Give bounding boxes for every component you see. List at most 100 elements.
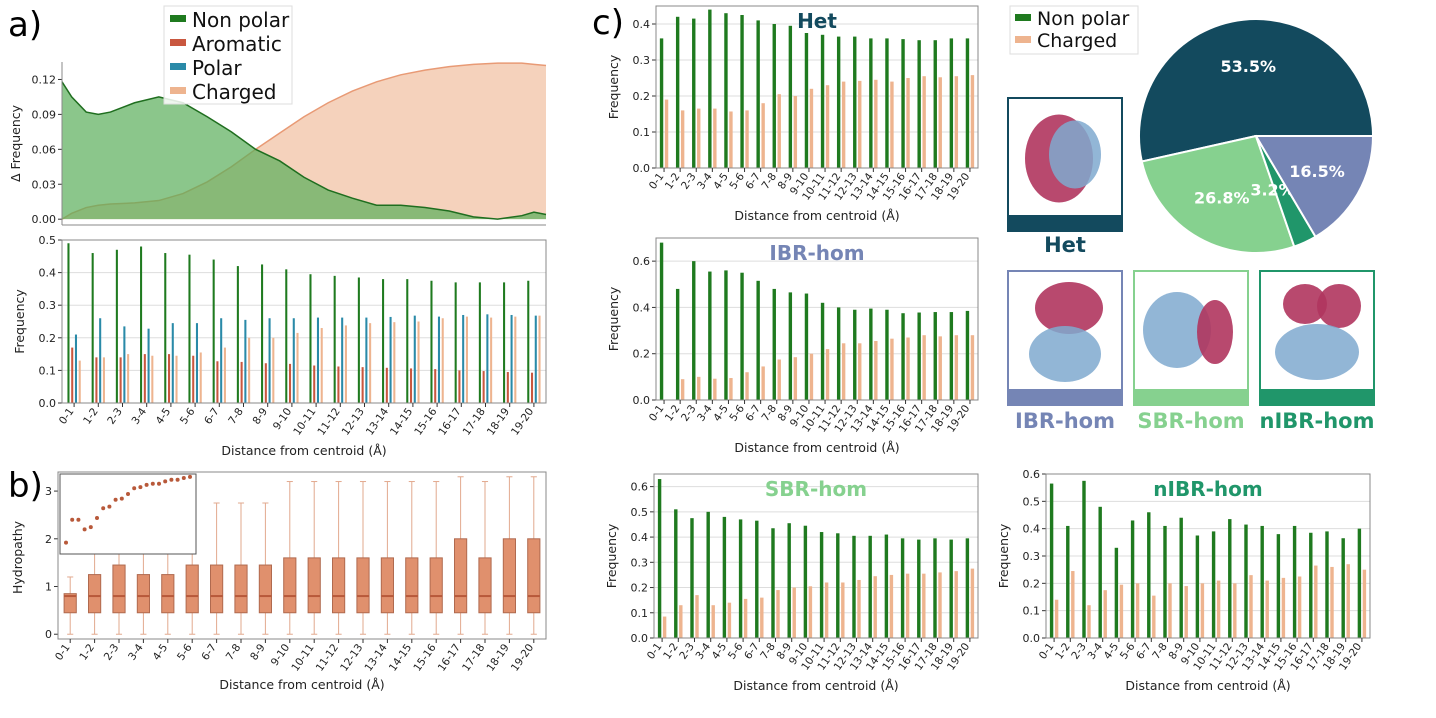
x-tick-label: 7-8 bbox=[1150, 641, 1170, 662]
bar-charged bbox=[824, 582, 829, 638]
box bbox=[161, 574, 175, 614]
area-non-polar bbox=[62, 81, 546, 220]
inset-point bbox=[138, 485, 143, 490]
bar-non-polar bbox=[965, 310, 970, 400]
panel-label-b: b) bbox=[8, 466, 43, 506]
inset-point bbox=[101, 506, 106, 511]
plot-frame bbox=[57, 471, 547, 640]
bar-non-polar bbox=[674, 509, 678, 638]
chart-b-inset bbox=[59, 473, 197, 555]
panel-label-c: c) bbox=[592, 3, 624, 43]
x-tick-label: 0-1 bbox=[53, 642, 73, 663]
bar-polar bbox=[341, 317, 344, 403]
bar-charged bbox=[78, 360, 81, 403]
bar-non-polar bbox=[917, 539, 921, 638]
bar-charged bbox=[841, 343, 846, 400]
bar-charged bbox=[679, 605, 683, 638]
bar-aromatic bbox=[337, 366, 340, 403]
y-tick-label: 0.3 bbox=[39, 299, 57, 312]
protein-chain-b bbox=[1143, 292, 1211, 368]
bar-aromatic bbox=[506, 372, 509, 403]
x-tick-label: 4-5 bbox=[711, 403, 731, 424]
bar-charged bbox=[857, 579, 861, 638]
y-tick-label: 0.00 bbox=[32, 213, 57, 226]
y-tick-label: 1 bbox=[45, 581, 52, 594]
bar-non-polar bbox=[91, 253, 94, 403]
y-tick-label: 0.12 bbox=[32, 73, 57, 86]
x-tick-label: 13-14 bbox=[363, 642, 391, 674]
bar-non-polar bbox=[965, 38, 970, 169]
x-tick-label: 0-1 bbox=[57, 406, 77, 427]
bar-charged bbox=[1103, 590, 1107, 638]
x-tick-label: 1-2 bbox=[661, 641, 681, 662]
inset-point bbox=[64, 540, 68, 545]
bar-charged bbox=[393, 322, 396, 403]
bar-non-polar bbox=[212, 259, 215, 403]
x-tick-label: 9-10 bbox=[271, 406, 295, 432]
x-tick-label: 10-11 bbox=[289, 642, 316, 674]
structure-label: Het bbox=[1044, 233, 1086, 257]
inset-point bbox=[150, 481, 155, 486]
bar-charged bbox=[1184, 586, 1188, 638]
x-tick-label: 6-7 bbox=[743, 171, 763, 192]
bar-charged bbox=[1346, 564, 1350, 638]
bar-charged bbox=[761, 366, 765, 400]
bar-non-polar bbox=[357, 277, 360, 403]
bar-non-polar bbox=[788, 292, 793, 400]
bar-non-polar bbox=[1325, 531, 1329, 638]
bar-non-polar bbox=[1309, 532, 1313, 638]
bar-charged bbox=[906, 78, 910, 168]
legend-label: Non polar bbox=[1037, 8, 1130, 30]
chart-c-ibr-hom: 0.00.20.40.60-11-22-33-44-55-66-77-88-99… bbox=[606, 237, 979, 455]
x-tick-label: 17-18 bbox=[460, 642, 487, 674]
inset-point bbox=[188, 474, 192, 479]
bar-non-polar bbox=[756, 280, 760, 400]
bar-non-polar bbox=[1195, 535, 1200, 638]
bar-aromatic bbox=[409, 368, 413, 403]
bar-charged bbox=[695, 595, 699, 638]
bar-charged bbox=[199, 352, 202, 403]
bar-aromatic bbox=[192, 355, 195, 403]
x-tick-label: 5-6 bbox=[175, 642, 195, 663]
x-tick-label: 7-8 bbox=[760, 403, 780, 424]
pie-label: 16.5% bbox=[1289, 162, 1345, 181]
bar-charged bbox=[1200, 583, 1205, 638]
x-tick-label: 1-2 bbox=[663, 403, 683, 424]
bar-polar bbox=[316, 317, 320, 403]
plot-frame bbox=[1045, 473, 1371, 639]
bar-non-polar bbox=[1228, 519, 1232, 638]
bar-aromatic bbox=[434, 369, 437, 403]
x-tick-label: 9-10 bbox=[269, 642, 293, 668]
bar-charged bbox=[1135, 583, 1140, 638]
box bbox=[234, 564, 248, 614]
inset-point bbox=[70, 517, 75, 522]
bar-charged bbox=[697, 108, 701, 168]
y-tick-label: 0.6 bbox=[1023, 468, 1041, 481]
bar-charged bbox=[938, 77, 942, 168]
bar-polar bbox=[462, 314, 465, 403]
bar-non-polar bbox=[188, 254, 191, 403]
bar-charged bbox=[441, 318, 444, 403]
bar-non-polar bbox=[67, 243, 70, 403]
bar-non-polar bbox=[933, 538, 937, 638]
bar-charged bbox=[1265, 580, 1269, 638]
bar-non-polar bbox=[949, 312, 954, 400]
x-tick-label: 5-6 bbox=[726, 641, 746, 662]
bar-non-polar bbox=[1163, 525, 1167, 638]
chart-title: Het bbox=[797, 9, 837, 33]
bar-charged bbox=[905, 573, 910, 638]
y-axis-label: Frequency bbox=[996, 523, 1011, 588]
bar-charged bbox=[713, 378, 717, 400]
bar-non-polar bbox=[706, 511, 710, 638]
bar-charged bbox=[970, 75, 975, 168]
line-non-polar bbox=[61, 81, 547, 220]
x-tick-label: 6-7 bbox=[1134, 641, 1154, 662]
bar-charged bbox=[825, 85, 830, 168]
bar-charged bbox=[1087, 605, 1091, 638]
protein-chain-a bbox=[1283, 284, 1327, 324]
bar-non-polar bbox=[115, 249, 118, 403]
y-tick-label: 0.6 bbox=[633, 255, 651, 268]
y-tick-label: 0.3 bbox=[633, 54, 651, 67]
bar-charged bbox=[745, 110, 749, 168]
